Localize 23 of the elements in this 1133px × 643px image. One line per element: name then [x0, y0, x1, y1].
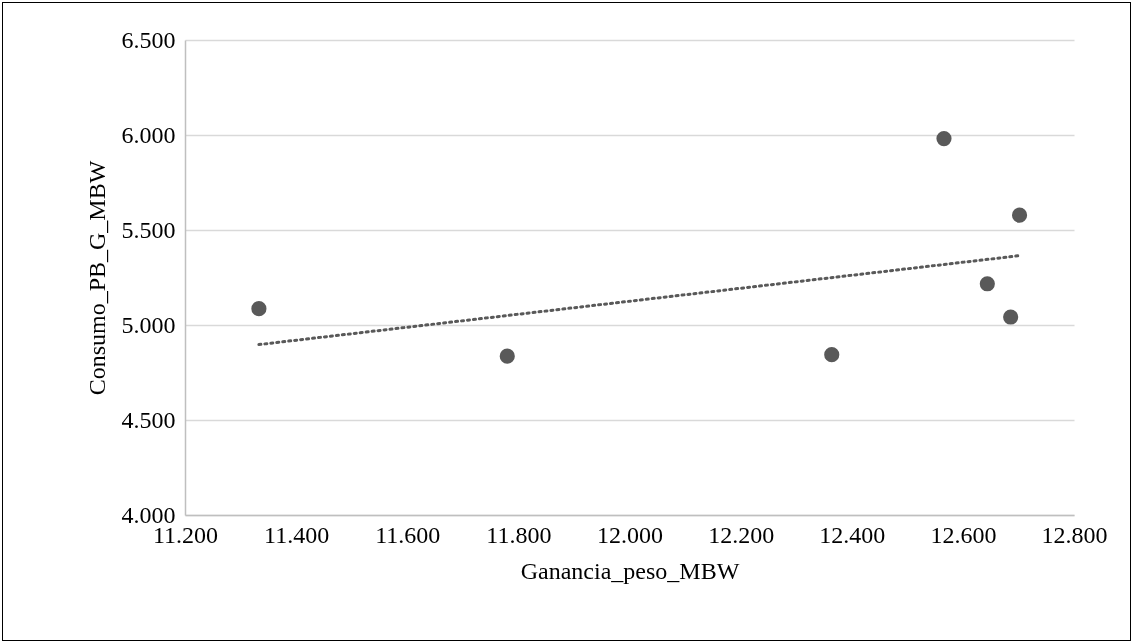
point: [936, 131, 952, 147]
point: [1003, 309, 1019, 325]
y-tick-label: 6.500: [121, 26, 176, 53]
y-tick-label: 5.500: [121, 216, 176, 243]
x-tick-label: 12.000: [597, 521, 663, 548]
y-axis-title: Consumo_PB_G_MBW: [83, 160, 110, 396]
y-tick-label: 6.000: [121, 121, 176, 148]
x-tick-label: 12.800: [1041, 521, 1108, 548]
point: [824, 347, 840, 363]
x-tick-label: 11.400: [264, 521, 330, 548]
y-tick-label: 4.000: [121, 501, 176, 528]
x-tick-label: 11.600: [375, 521, 441, 548]
point: [1011, 207, 1028, 223]
point: [979, 276, 995, 292]
point: [251, 301, 267, 317]
point: [499, 348, 515, 364]
x-tick-label: 12.400: [819, 521, 886, 548]
y-tick-label: 4.500: [121, 406, 176, 433]
x-axis-title: Ganancia_peso_MBW: [520, 557, 740, 584]
x-tick-label: 12.600: [930, 521, 997, 548]
y-tick-label: 5.000: [121, 311, 176, 338]
x-tick-label: 12.200: [708, 521, 775, 548]
x-tick-label: 11.800: [486, 521, 552, 548]
